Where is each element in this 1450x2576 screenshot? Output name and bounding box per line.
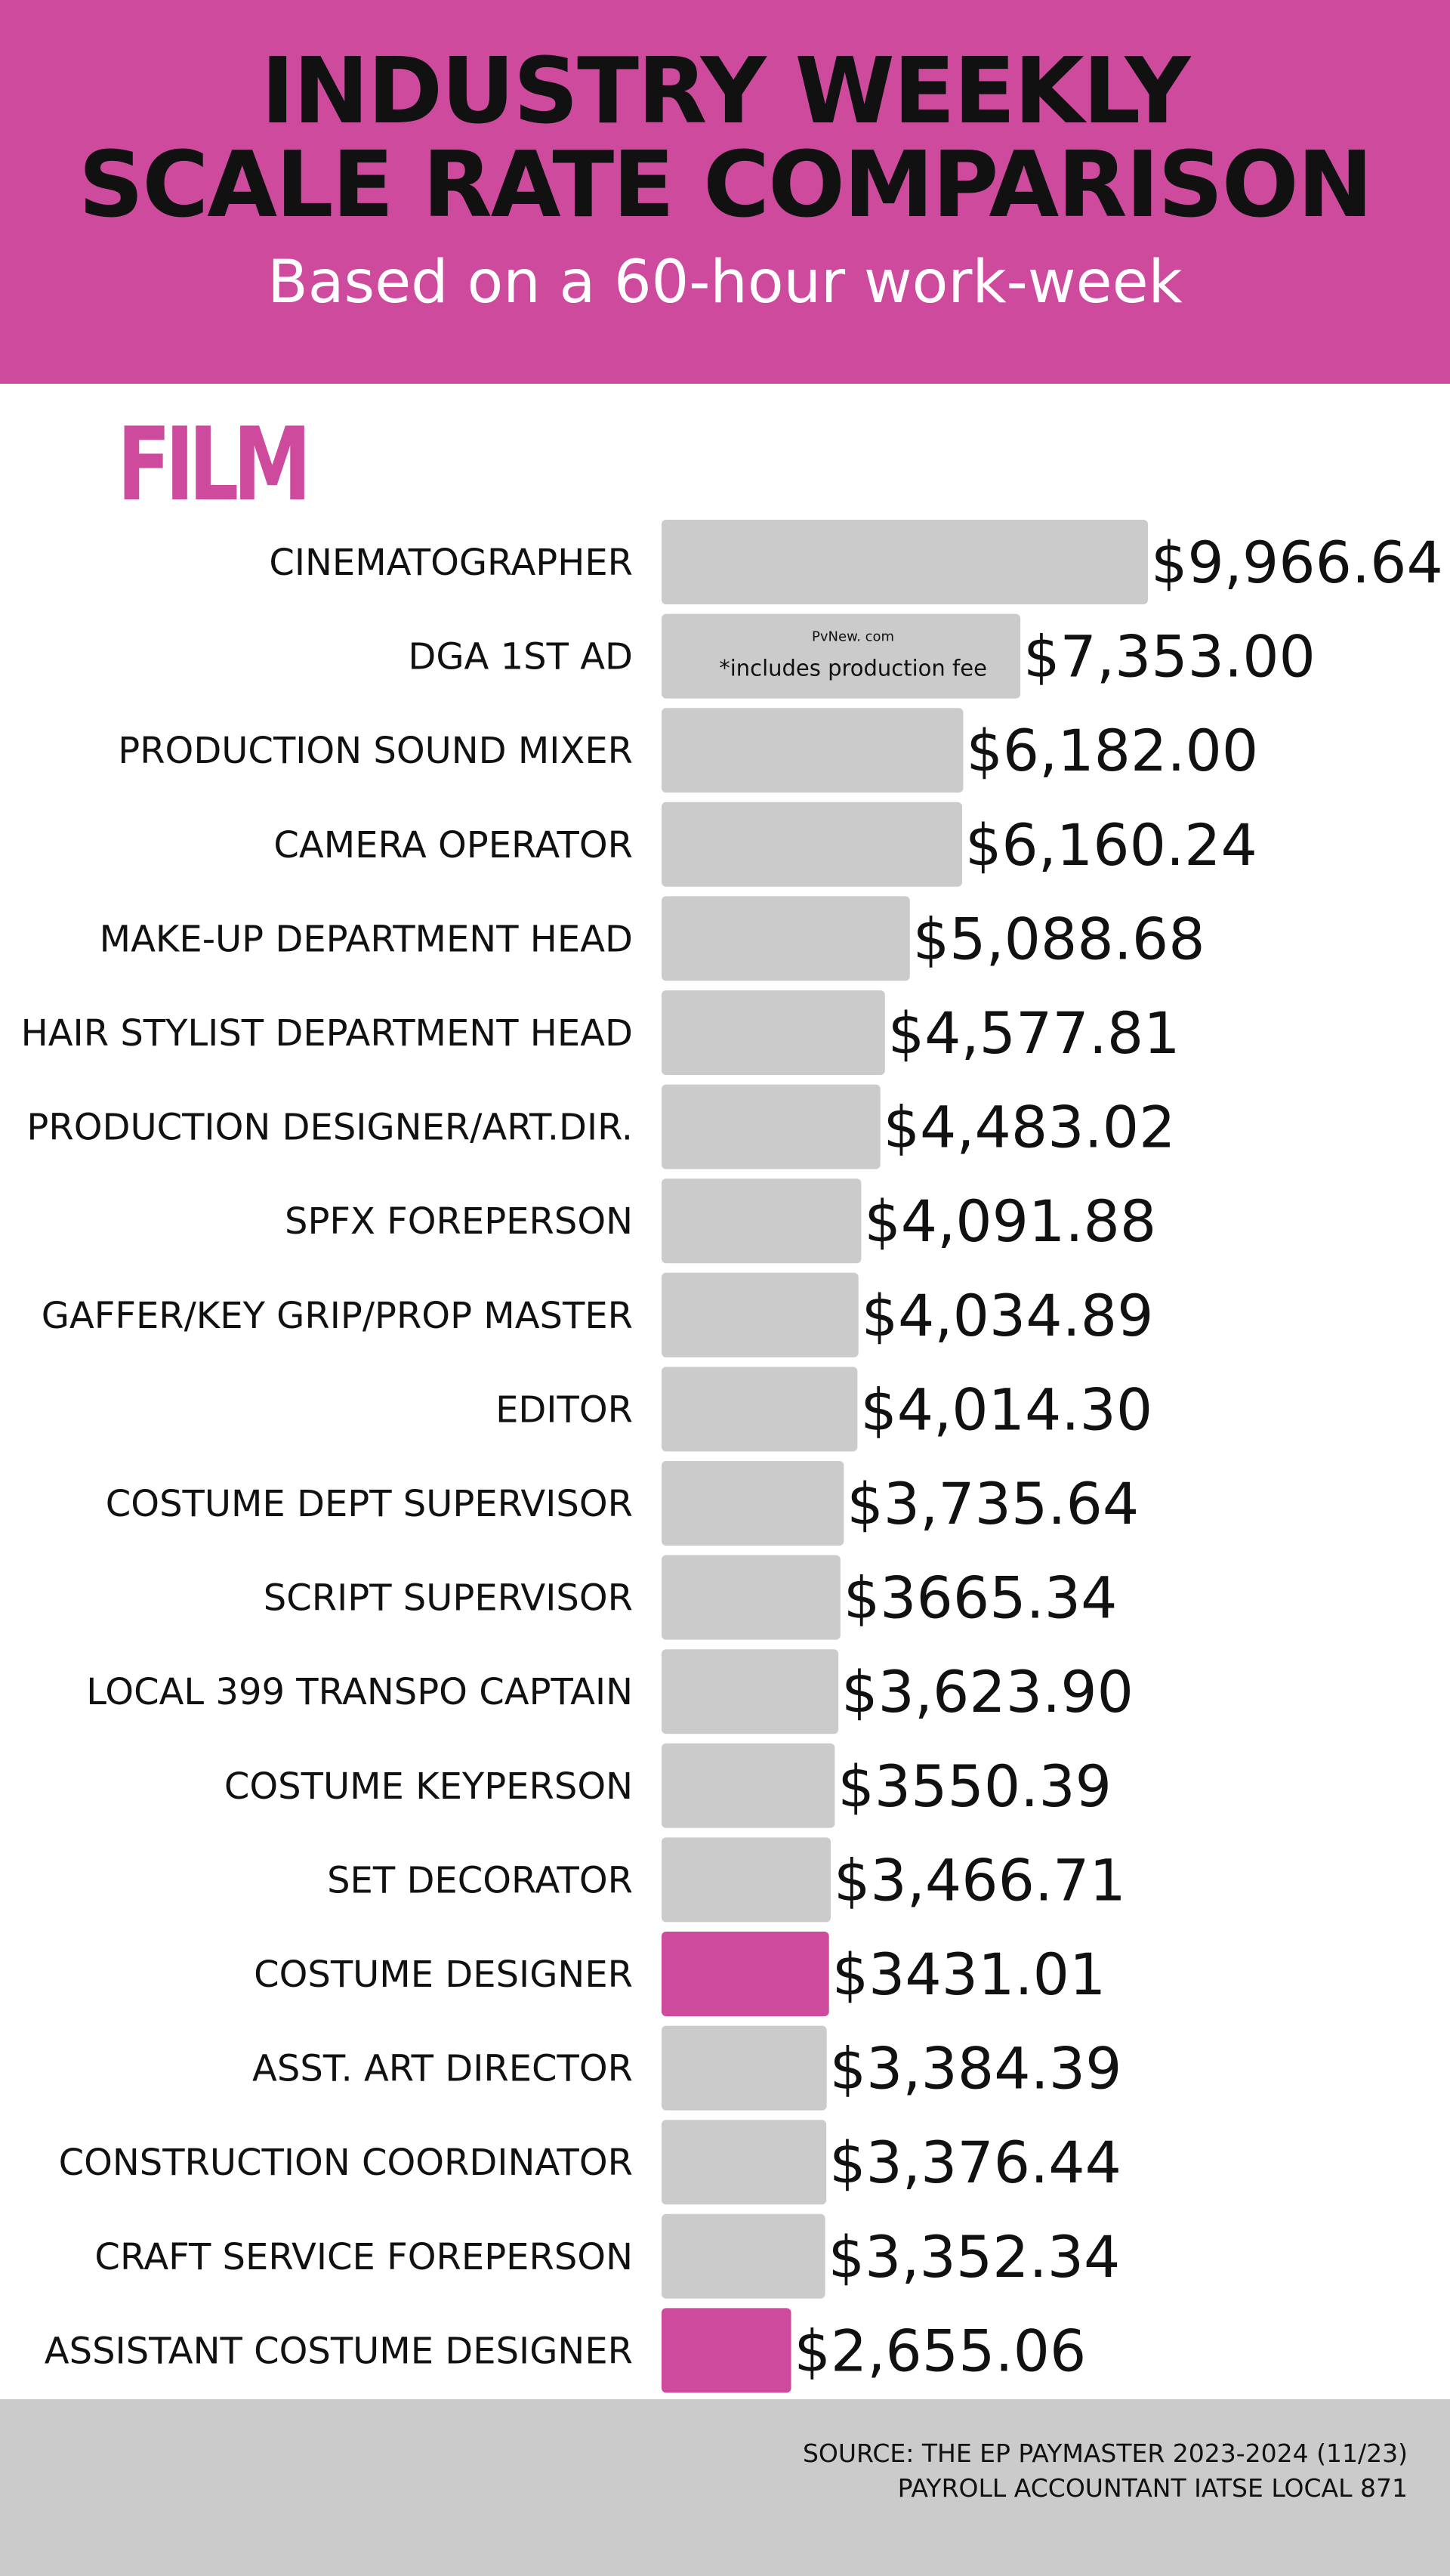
bar-highlighted (662, 1932, 829, 2016)
category-label: CRAFT SERVICE FOREPERSON (94, 2236, 633, 2278)
chart-title-line-2: SCALE RATE COMPARISON (78, 133, 1373, 238)
category-label: SPFX FOREPERSON (285, 1200, 633, 1243)
category-label: LOCAL 399 TRANSPO CAPTAIN (86, 1671, 633, 1713)
bar (662, 1367, 858, 1452)
bar (662, 1649, 839, 1734)
value-label: $3,466.71 (834, 1846, 1126, 1913)
value-label: $3,384.39 (830, 2035, 1122, 2102)
value-label: $9,966.64 (1151, 529, 1443, 596)
value-label: $3431.01 (832, 1941, 1106, 2008)
value-label: $4,483.02 (884, 1094, 1176, 1161)
bar (662, 1743, 835, 1828)
category-label: CONSTRUCTION COORDINATOR (59, 2142, 633, 2184)
bar (662, 520, 1148, 604)
bar (662, 708, 964, 793)
category-label: COSTUME DESIGNER (254, 1954, 633, 1996)
category-label: GAFFER/KEY GRIP/PROP MASTER (42, 1295, 633, 1337)
value-label: $7,353.00 (1023, 623, 1316, 690)
category-label: HAIR STYLIST DEPARTMENT HEAD (21, 1012, 633, 1055)
watermark-text: PvNew. com (812, 629, 894, 645)
value-label: $3665.34 (844, 1564, 1118, 1632)
bar (662, 990, 885, 1075)
bar (662, 2025, 827, 2111)
category-label: CINEMATOGRAPHER (269, 542, 633, 584)
value-label: $4,034.89 (862, 1282, 1154, 1349)
bar (662, 1084, 881, 1169)
category-label: COSTUME DEPT SUPERVISOR (106, 1483, 633, 1525)
value-label: $3550.39 (838, 1753, 1112, 1820)
annotation-note: *includes production fee (719, 656, 987, 681)
category-label: MAKE-UP DEPARTMENT HEAD (100, 918, 633, 960)
category-label: DGA 1ST AD (408, 636, 633, 678)
bar (662, 1272, 859, 1357)
value-label: $4,014.30 (860, 1376, 1152, 1443)
category-label: CAMERA OPERATOR (273, 824, 633, 866)
category-label: COSTUME KEYPERSON (224, 1765, 633, 1808)
source-line-2: PAYROLL ACCOUNTANT IATSE LOCAL 871 (897, 2473, 1408, 2503)
bar (662, 896, 910, 981)
bar (662, 1178, 862, 1264)
value-label: $3,376.44 (829, 2129, 1121, 2196)
value-label: $3,352.34 (828, 2223, 1121, 2290)
value-label: $5,088.68 (913, 905, 1205, 972)
category-label: PRODUCTION SOUND MIXER (118, 730, 633, 772)
category-label: SCRIPT SUPERVISOR (264, 1577, 633, 1620)
footer-banner (0, 2399, 1450, 2576)
category-label: ASST. ART DIRECTOR (252, 2048, 633, 2090)
section-label-film: FILM (117, 406, 312, 524)
value-label: $6,160.24 (965, 811, 1257, 879)
bar (662, 613, 1021, 699)
value-label: $3,735.64 (847, 1470, 1139, 1537)
value-label: $6,182.00 (966, 717, 1258, 784)
chart-title-line-1: INDUSTRY WEEKLY (261, 39, 1191, 144)
source-line-1: SOURCE: THE EP PAYMASTER 2023-2024 (11/2… (802, 2439, 1408, 2468)
value-label: $4,091.88 (864, 1188, 1156, 1255)
chart-subtitle: Based on a 60-hour work-week (267, 249, 1183, 317)
bar (662, 1837, 831, 1923)
bar (662, 802, 963, 887)
bar-highlighted (662, 2308, 791, 2393)
category-label: ASSISTANT COSTUME DESIGNER (45, 2330, 633, 2372)
bar (662, 1461, 844, 1546)
value-label: $3,623.90 (841, 1658, 1134, 1725)
value-label: $4,577.81 (888, 999, 1180, 1067)
category-label: SET DECORATOR (327, 1859, 633, 1901)
value-label: $2,655.06 (794, 2317, 1087, 2384)
bar (662, 1555, 841, 1640)
header-banner (0, 0, 1450, 384)
category-label: PRODUCTION DESIGNER/ART.DIR. (26, 1107, 633, 1149)
bar (662, 2213, 825, 2299)
bar (662, 2120, 827, 2205)
category-label: EDITOR (495, 1388, 633, 1431)
